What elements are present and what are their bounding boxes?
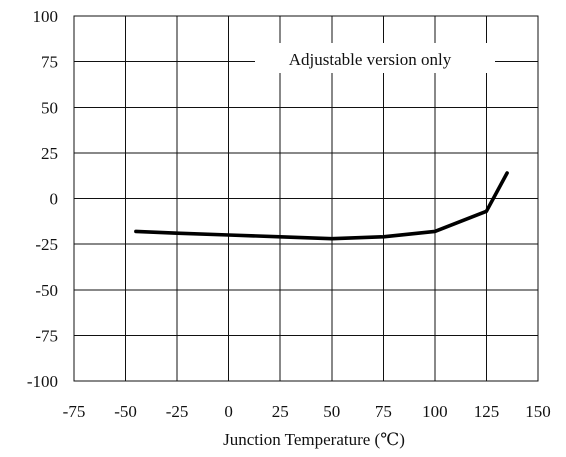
series-line xyxy=(134,171,509,241)
y-tick-label: 75 xyxy=(41,53,58,72)
x-tick-label: 0 xyxy=(224,402,233,421)
y-tick-labels: 100 75 50 25 0 -25 -50 -75 -100 xyxy=(27,7,58,391)
y-tick-label: 100 xyxy=(33,7,59,26)
x-tick-label: 100 xyxy=(422,402,448,421)
plot-frame xyxy=(73,15,539,382)
x-tick-label: 125 xyxy=(474,402,500,421)
y-tick-label: 0 xyxy=(50,190,59,209)
y-tick-label: -100 xyxy=(27,372,58,391)
annotation-group: Adjustable version only xyxy=(255,43,495,73)
x-tick-label: 75 xyxy=(375,402,392,421)
series-group xyxy=(134,171,509,241)
x-tick-label: -75 xyxy=(63,402,86,421)
x-tick-label: 50 xyxy=(323,402,340,421)
x-tick-label: -50 xyxy=(114,402,137,421)
grid xyxy=(74,16,538,381)
x-tick-label: -25 xyxy=(166,402,189,421)
y-tick-label: -50 xyxy=(35,281,58,300)
x-tick-label: 150 xyxy=(525,402,551,421)
chart-annotation: Adjustable version only xyxy=(289,50,452,69)
x-axis-label: Junction Temperature (℃) xyxy=(223,430,405,449)
y-tick-label: 50 xyxy=(41,98,58,117)
y-tick-label: -25 xyxy=(35,235,58,254)
annotation-background xyxy=(255,43,495,73)
y-tick-label: -75 xyxy=(35,326,58,345)
x-tick-label: 25 xyxy=(272,402,289,421)
x-tick-labels: -75 -50 -25 0 25 50 75 100 125 150 xyxy=(63,402,551,421)
y-tick-label: 25 xyxy=(41,144,58,163)
